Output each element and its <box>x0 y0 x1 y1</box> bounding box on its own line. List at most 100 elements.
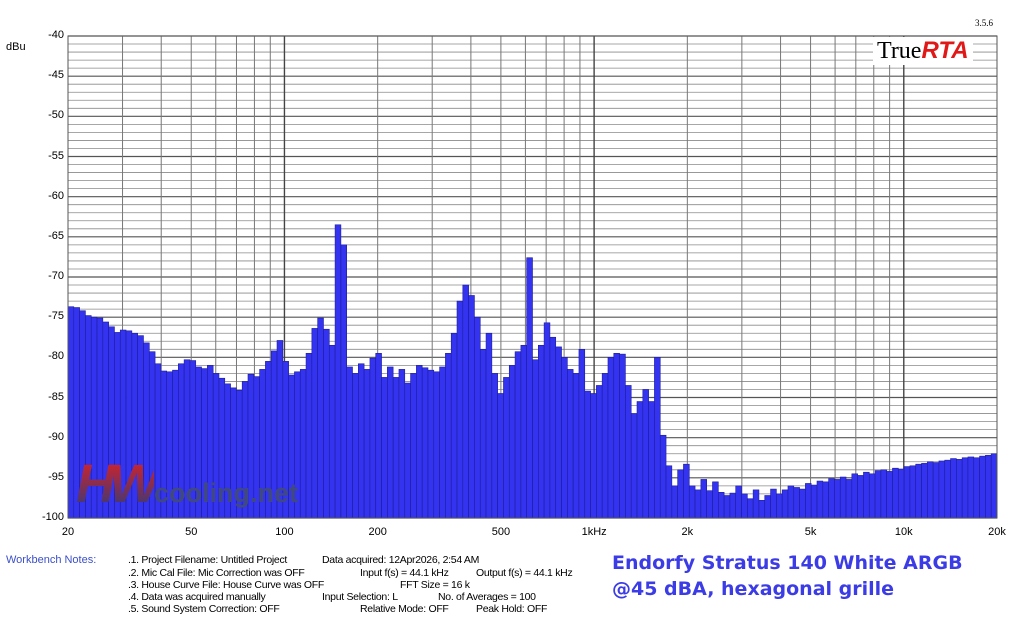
version-label: 3.5.6 <box>975 18 993 28</box>
spectrum-bar <box>67 306 75 519</box>
x-tick-label: 200 <box>368 526 387 538</box>
spectrum-bar <box>851 473 858 519</box>
spectrum-bar <box>474 316 481 519</box>
y-tick-label: -60 <box>48 189 64 202</box>
spectrum-bar <box>770 488 777 519</box>
x-tick-label: 1kHz <box>581 526 607 538</box>
note-line-3: .3. House Curve File: House Curve was OF… <box>128 579 325 591</box>
spectrum-bar <box>671 485 678 519</box>
y-tick-label: -40 <box>48 29 64 41</box>
spectrum-bar <box>555 346 562 519</box>
spectrum-bar <box>793 487 800 519</box>
output-fs: Output f(s) = 44.1 kHz <box>476 567 573 579</box>
spectrum-bar <box>990 453 998 519</box>
y-tick-label: -95 <box>48 470 64 483</box>
spectrum-bar <box>874 470 882 519</box>
spectrum-bar <box>979 455 986 519</box>
spectrum-bar <box>456 300 464 519</box>
spectrum-bar <box>352 373 359 519</box>
spectrum-bar <box>787 485 795 519</box>
spectrum-bar <box>578 348 586 519</box>
spectrum-bar <box>532 359 539 519</box>
spectrum-bar <box>468 295 475 519</box>
spectrum-bar <box>810 484 818 519</box>
x-tick-label: 10k <box>894 526 913 538</box>
spectrum-bar <box>404 382 411 519</box>
spectrum-bar <box>694 489 702 519</box>
x-tick-label: 20k <box>988 526 1006 538</box>
spectrum-bar <box>445 353 452 519</box>
spectrum-bar <box>607 357 615 519</box>
spectrum-bar <box>340 244 347 519</box>
spectrum-bar <box>503 377 510 519</box>
spectrum-bar <box>677 469 684 519</box>
spectrum-bar <box>863 471 870 519</box>
spectrum-bar <box>369 357 377 519</box>
spectrum-bar <box>938 460 946 519</box>
y-tick-label: -90 <box>48 430 64 443</box>
spectrum-bar <box>328 344 336 519</box>
spectrum-bar <box>648 401 655 519</box>
spectrum-bar <box>828 478 835 519</box>
workbench-notes-label: Workbench Notes: <box>6 554 97 566</box>
input-selection: Input Selection: L <box>322 591 398 603</box>
spectrum-bar <box>723 495 731 519</box>
spectrum-bar <box>363 369 371 519</box>
spectrum-bar <box>491 373 498 519</box>
spectrum-bar <box>706 490 713 519</box>
spectrum-bar <box>305 353 313 519</box>
spectrum-bar <box>816 480 824 519</box>
spectrum-bar <box>346 366 353 519</box>
plot-frame <box>67 35 998 519</box>
spectrum-bar <box>497 393 504 519</box>
spectrum-bar <box>927 461 934 519</box>
spectrum-bar <box>781 489 789 519</box>
spectrum-bar <box>613 353 620 519</box>
spectrum-bar <box>358 363 365 519</box>
relative-mode: Relative Mode: OFF <box>360 603 449 615</box>
note-line-4: .4. Data was acquired manually <box>128 591 266 603</box>
spectrum-bar <box>909 465 917 519</box>
spectrum-bar <box>839 476 847 519</box>
spectrum-bar <box>416 365 423 519</box>
spectrum-bar <box>526 257 533 519</box>
spectrum-bar <box>932 462 940 519</box>
spectrum-bar <box>514 351 522 519</box>
spectrum-bar <box>561 357 568 519</box>
spectrum-bar <box>700 479 707 519</box>
note-line-2: .2. Mic Cal File: Mic Correction was OFF <box>128 567 305 579</box>
hwcooling-watermark: HWcooling.net <box>76 454 298 514</box>
spectrum-bar <box>659 434 667 519</box>
spectrum-bar <box>834 479 841 519</box>
spectrum-bar <box>450 332 458 519</box>
spectrum-bar <box>897 468 905 519</box>
spectrum-bar <box>625 385 632 519</box>
spectrum-bar <box>299 369 307 519</box>
y-tick-label: -65 <box>48 229 64 242</box>
spectrum-bar <box>985 455 992 519</box>
y-tick-label: -75 <box>48 310 64 323</box>
note-line-1: .1. Project Filename: Untitled Project <box>128 554 288 566</box>
spectrum-bar <box>741 493 748 519</box>
spectrum-bar <box>630 413 638 519</box>
spectrum-bar <box>950 458 957 519</box>
spectrum-bar <box>868 473 876 519</box>
x-tick-label: 50 <box>185 526 198 538</box>
spectrum-bar <box>764 495 771 519</box>
truerta-logo: TrueRTA <box>873 37 973 65</box>
y-tick-label: -55 <box>48 149 64 162</box>
spectrum-bar <box>717 491 725 519</box>
spectrum-bar <box>427 369 435 519</box>
y-tick-label: -100 <box>41 511 64 523</box>
spectrum-bar <box>886 471 893 519</box>
fft-size: FFT Size = 16 k <box>400 579 470 591</box>
x-tick-label: 20 <box>61 526 75 538</box>
y-tick-label: -50 <box>48 109 64 122</box>
spectrum-bar <box>508 365 516 519</box>
spectrum-bar <box>654 357 661 519</box>
spectrum-bar <box>973 457 980 519</box>
spectrum-bar <box>433 371 440 519</box>
spectrum-bar <box>543 322 551 519</box>
y-axis-label: dBu <box>6 41 26 53</box>
